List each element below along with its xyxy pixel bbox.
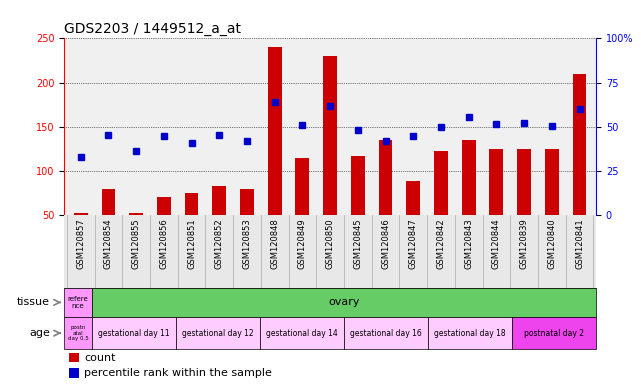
Bar xyxy=(512,317,596,349)
Text: GSM120852: GSM120852 xyxy=(215,219,224,269)
Text: GDS2203 / 1449512_a_at: GDS2203 / 1449512_a_at xyxy=(64,22,241,36)
Bar xyxy=(212,186,226,215)
Bar xyxy=(517,149,531,215)
Bar xyxy=(406,182,420,215)
Bar xyxy=(260,317,344,349)
Text: GSM120854: GSM120854 xyxy=(104,219,113,269)
Bar xyxy=(74,213,88,215)
Text: GSM120844: GSM120844 xyxy=(492,219,501,269)
Bar xyxy=(176,317,260,349)
Text: GSM120843: GSM120843 xyxy=(464,219,473,270)
Bar xyxy=(351,156,365,215)
Text: GSM120847: GSM120847 xyxy=(409,219,418,270)
Bar xyxy=(64,288,92,317)
Bar xyxy=(92,317,176,349)
Text: GSM120848: GSM120848 xyxy=(271,219,279,270)
Bar xyxy=(323,56,337,215)
Text: GSM120842: GSM120842 xyxy=(437,219,445,269)
Bar xyxy=(462,140,476,215)
Text: GSM120855: GSM120855 xyxy=(131,219,140,269)
Text: gestational day 18: gestational day 18 xyxy=(435,329,506,338)
Bar xyxy=(129,213,143,215)
Text: gestational day 11: gestational day 11 xyxy=(98,329,170,338)
Text: gestational day 14: gestational day 14 xyxy=(266,329,338,338)
Text: count: count xyxy=(85,353,116,363)
Text: gestational day 16: gestational day 16 xyxy=(350,329,422,338)
Text: GSM120846: GSM120846 xyxy=(381,219,390,270)
Text: GSM120850: GSM120850 xyxy=(326,219,335,269)
Text: GSM120856: GSM120856 xyxy=(160,219,169,270)
Bar xyxy=(572,74,587,215)
Bar xyxy=(64,317,92,349)
Text: tissue: tissue xyxy=(17,297,50,308)
Text: age: age xyxy=(29,328,50,338)
Bar xyxy=(434,151,448,215)
Text: GSM120840: GSM120840 xyxy=(547,219,556,269)
Text: GSM120841: GSM120841 xyxy=(575,219,584,269)
Bar xyxy=(69,353,79,362)
Text: ovary: ovary xyxy=(328,297,360,308)
Bar xyxy=(69,368,79,378)
Bar xyxy=(101,189,115,215)
Bar xyxy=(344,317,428,349)
Bar xyxy=(157,197,171,215)
Bar xyxy=(240,189,254,215)
Bar xyxy=(268,47,281,215)
Text: postn
atal
day 0.5: postn atal day 0.5 xyxy=(68,325,88,341)
Text: GSM120851: GSM120851 xyxy=(187,219,196,269)
Text: gestational day 12: gestational day 12 xyxy=(182,329,254,338)
Bar xyxy=(185,193,199,215)
Bar xyxy=(296,157,310,215)
Text: refere
nce: refere nce xyxy=(68,296,88,309)
Text: GSM120857: GSM120857 xyxy=(76,219,85,270)
Text: GSM120853: GSM120853 xyxy=(242,219,251,270)
Text: postnatal day 2: postnatal day 2 xyxy=(524,329,584,338)
Text: percentile rank within the sample: percentile rank within the sample xyxy=(85,368,272,378)
Bar xyxy=(490,149,503,215)
Text: GSM120839: GSM120839 xyxy=(520,219,529,270)
Bar xyxy=(428,317,512,349)
Bar xyxy=(379,140,392,215)
Text: GSM120849: GSM120849 xyxy=(298,219,307,269)
Bar xyxy=(545,149,559,215)
Text: GSM120845: GSM120845 xyxy=(353,219,362,269)
